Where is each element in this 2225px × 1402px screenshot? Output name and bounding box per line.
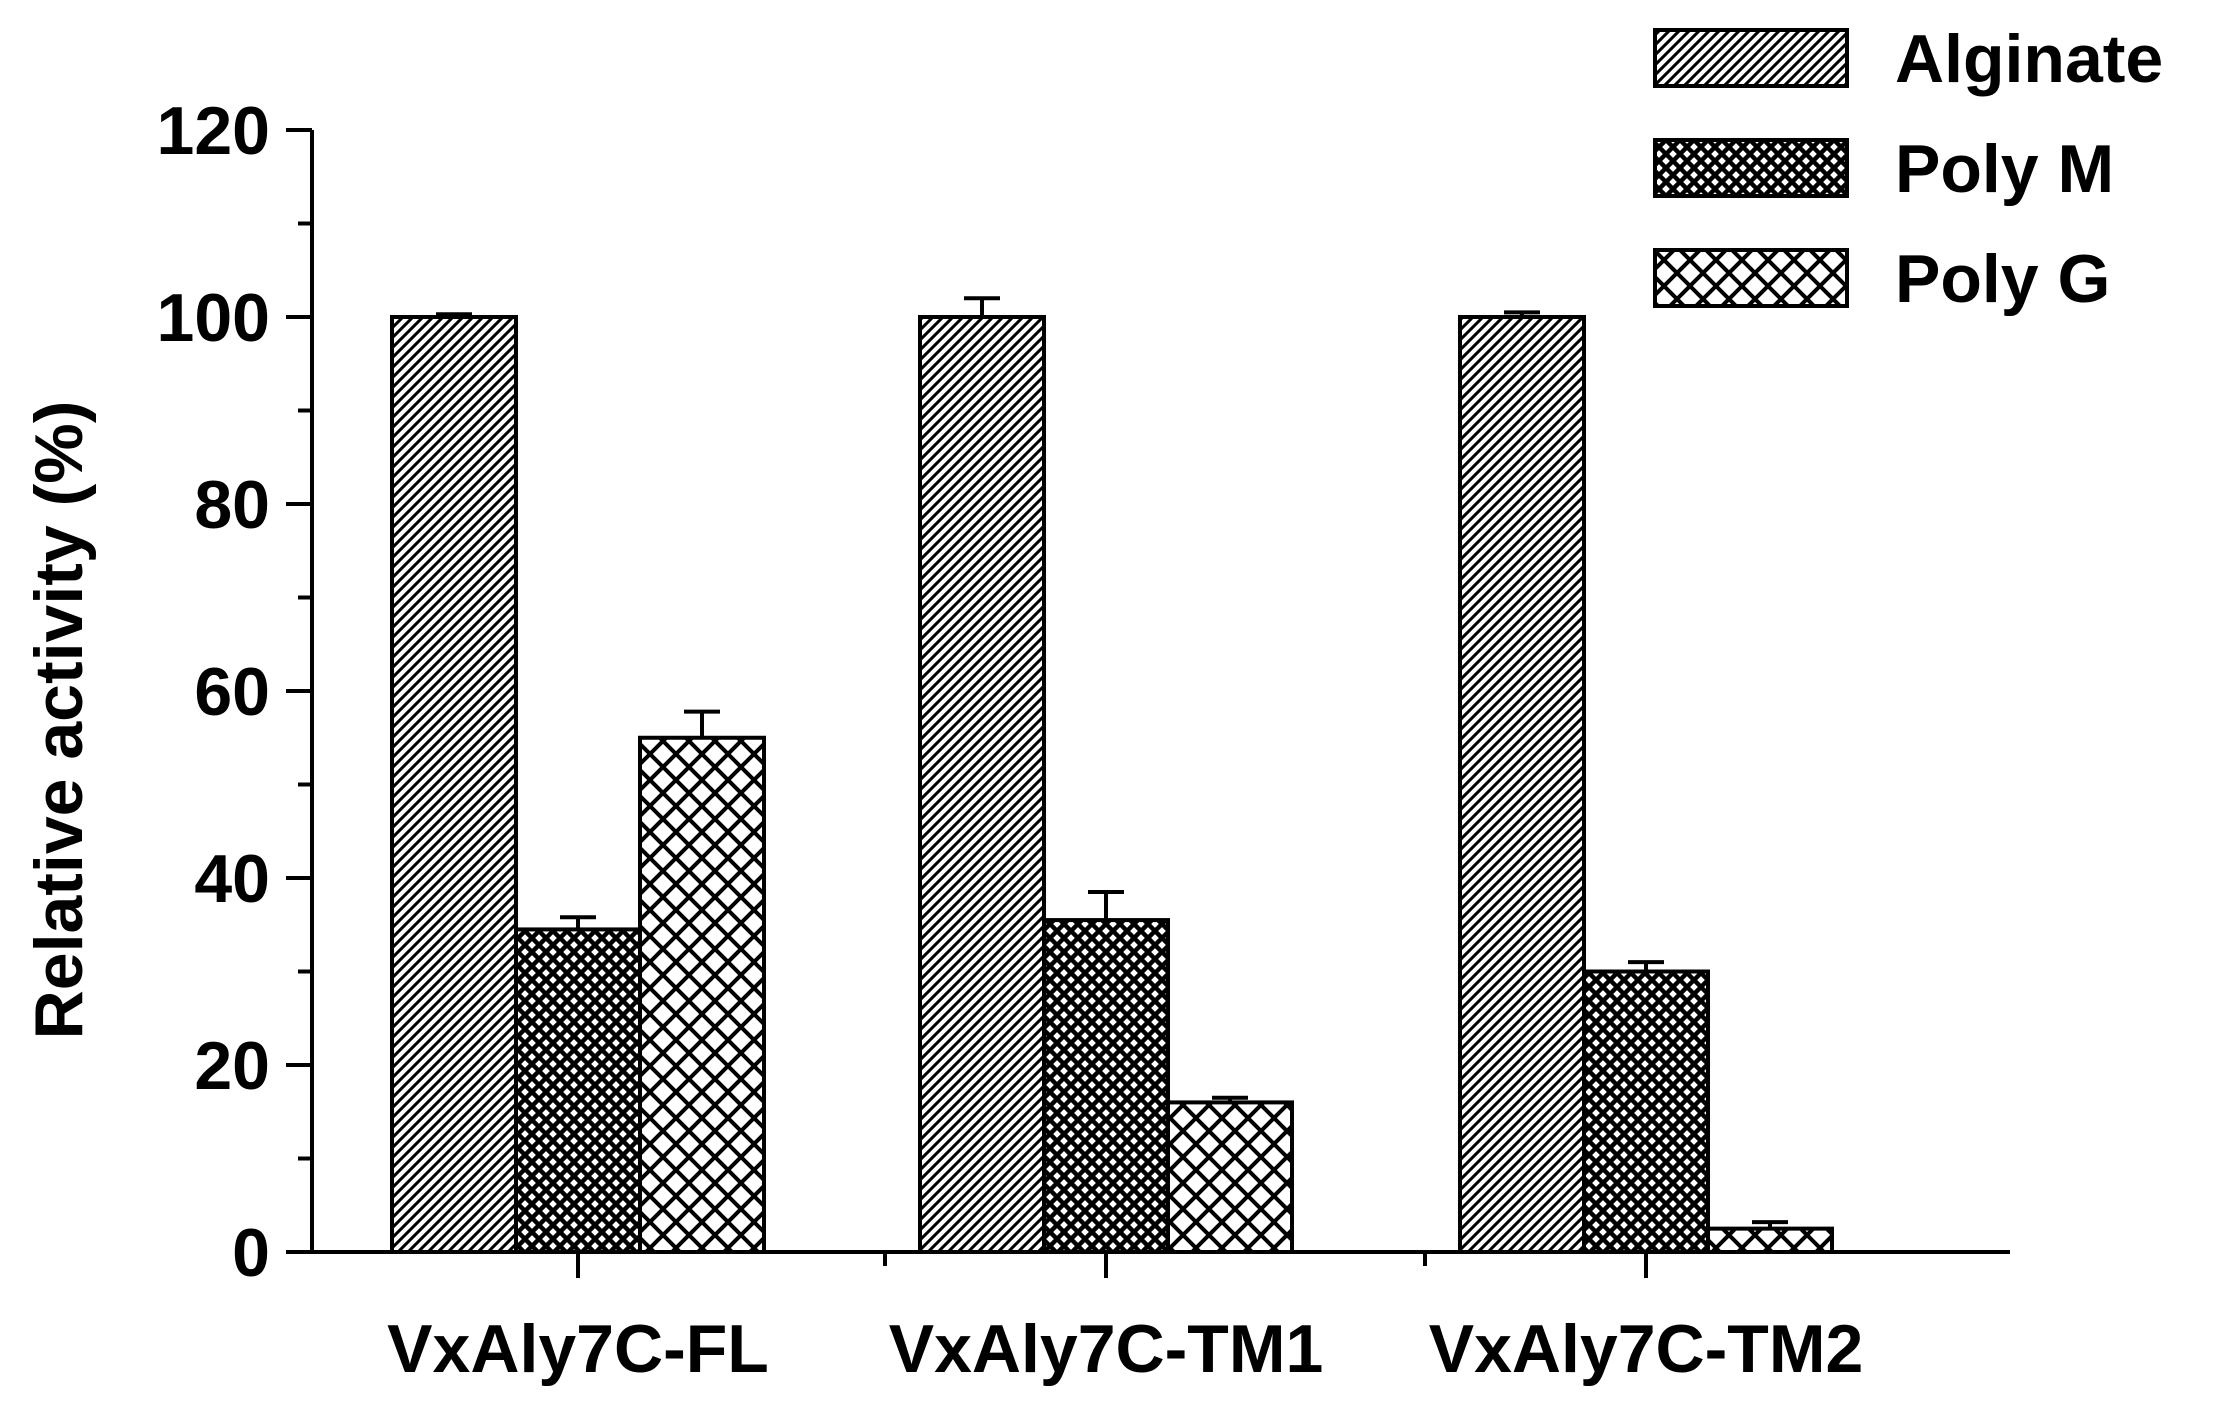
- plot-area: [390, 296, 1834, 1255]
- x-axis: VxAly7C-FL VxAly7C-TM1 VxAly7C-TM2: [310, 1250, 2010, 1387]
- x-tick-label: VxAly7C-TM1: [889, 1311, 1324, 1387]
- y-tick-label: 80: [194, 467, 270, 543]
- bar-alginate-vxaly7c-tm1: [918, 315, 1046, 1254]
- bar-alginate-vxaly7c-tm2: [1458, 315, 1586, 1254]
- y-axis: 0 20 40 60 80 100 120: [157, 93, 314, 1291]
- y-tick-label: 40: [194, 841, 270, 917]
- bar-poly-g-vxaly7c-fl: [638, 735, 766, 1254]
- legend-label: Poly G: [1895, 241, 2110, 317]
- y-axis-label: Relative activity (%): [21, 401, 97, 1040]
- y-tick-label: 0: [232, 1215, 270, 1291]
- x-tick-label: VxAly7C-TM2: [1429, 1311, 1864, 1387]
- legend-swatch-poly-g: [1653, 248, 1849, 308]
- bar-poly-m-vxaly7c-fl: [514, 927, 642, 1254]
- x-tick-label: VxAly7C-FL: [387, 1311, 769, 1387]
- bar-poly-m-vxaly7c-tm2: [1582, 969, 1710, 1254]
- bar-poly-g-vxaly7c-tm1: [1166, 1100, 1294, 1255]
- legend-swatch-alginate: [1653, 28, 1849, 88]
- y-tick-label: 120: [157, 93, 270, 169]
- bar-poly-m-vxaly7c-tm1: [1042, 918, 1170, 1254]
- y-tick-label: 20: [194, 1028, 270, 1104]
- y-tick-label: 100: [157, 280, 270, 356]
- legend-swatch-poly-m: [1653, 138, 1849, 198]
- bar-alginate-vxaly7c-fl: [390, 315, 518, 1254]
- legend: Alginate Poly M Poly G: [1653, 21, 2163, 317]
- y-tick-label: 60: [194, 654, 270, 730]
- legend-label: Alginate: [1895, 21, 2163, 97]
- bar-poly-g-vxaly7c-tm2: [1706, 1226, 1834, 1254]
- legend-label: Poly M: [1895, 131, 2114, 207]
